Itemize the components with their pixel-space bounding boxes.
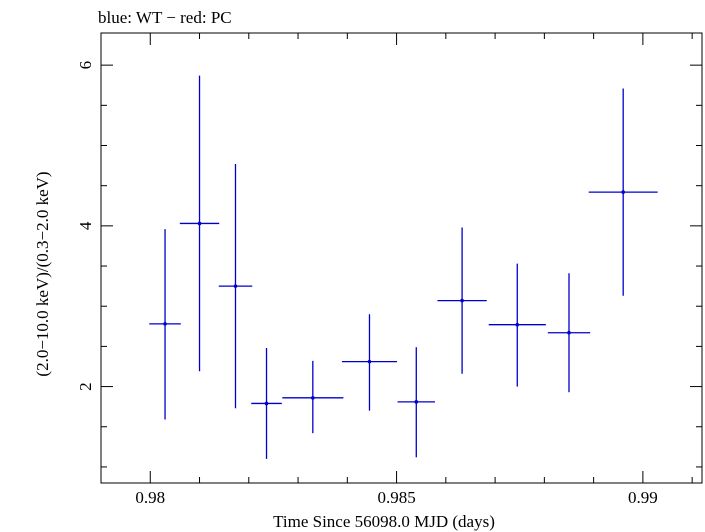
data-point	[488, 263, 546, 387]
data-point	[149, 229, 181, 420]
data-point	[547, 273, 591, 393]
y-tick-label: 4	[76, 221, 95, 230]
data-point	[437, 227, 487, 374]
x-tick-label: 0.985	[377, 488, 415, 507]
data-point	[282, 360, 344, 434]
x-tick-label: 0.99	[628, 488, 658, 507]
point-marker	[621, 190, 625, 194]
data-point	[588, 88, 658, 296]
point-marker	[567, 330, 571, 335]
data-points	[149, 75, 658, 459]
data-point	[397, 347, 435, 458]
point-marker	[311, 396, 315, 400]
data-point	[251, 348, 282, 459]
plot-frame	[100, 32, 703, 484]
point-marker	[163, 322, 167, 326]
y-tick-label: 2	[76, 382, 95, 391]
point-marker	[264, 401, 269, 406]
x-axis-label: Time Since 56098.0 MJD (days)	[273, 512, 495, 531]
data-point	[179, 75, 220, 372]
data-point	[341, 314, 398, 411]
point-marker	[460, 298, 464, 303]
x-tick-label: 0.98	[135, 488, 165, 507]
y-axis: 2 4 6	[76, 61, 702, 468]
point-marker	[367, 359, 372, 364]
point-marker	[197, 221, 202, 226]
point-marker	[233, 284, 238, 288]
point-marker	[414, 400, 419, 404]
point-marker	[515, 322, 520, 327]
x-axis: 0.98 0.985 0.99	[100, 33, 693, 507]
chart-title: blue: WT − red: PC	[98, 8, 232, 27]
y-tick-label: 6	[76, 61, 95, 70]
y-axis-label: (2.0−10.0 keV)/(0.3−2.0 keV)	[33, 171, 52, 376]
data-point	[218, 163, 253, 409]
